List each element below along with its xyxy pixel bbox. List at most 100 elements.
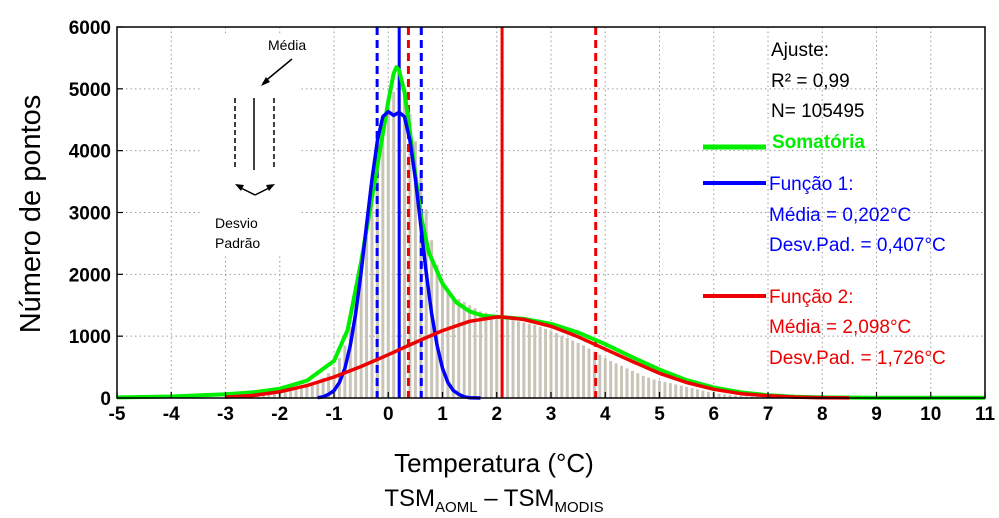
histogram-bar xyxy=(620,365,624,398)
histogram-bar xyxy=(272,393,276,398)
inset-sd-arrowhead-left xyxy=(235,184,244,191)
histogram-bar xyxy=(565,338,569,398)
series-line xyxy=(317,109,481,400)
sublabel-base-1: TSM xyxy=(384,485,435,512)
sublabel-dash: – xyxy=(478,485,504,512)
series-line xyxy=(225,315,850,400)
legend-label-f1: Função 1: xyxy=(769,174,854,195)
x-axis-sublabel: TSMAOML – TSMMODIS xyxy=(384,485,603,516)
legend-label-f2: Função 2: xyxy=(769,287,854,308)
y-tick-label: 6000 xyxy=(69,18,111,39)
histogram-bar xyxy=(538,326,542,398)
histogram-bar xyxy=(408,113,412,399)
histogram-bar xyxy=(544,328,548,398)
histogram-bar xyxy=(652,379,656,398)
histogram-bar xyxy=(478,311,482,398)
histogram-bar xyxy=(695,389,699,398)
histogram-bar xyxy=(522,322,526,398)
x-tick-label: -4 xyxy=(163,404,180,425)
histogram-bar xyxy=(598,354,602,398)
histogram-bar xyxy=(441,283,444,398)
histogram-bar xyxy=(462,302,466,398)
x-tick-label: 0 xyxy=(383,404,394,425)
histogram-bar xyxy=(706,391,710,398)
histogram-bar xyxy=(549,330,553,398)
x-tick-label: 11 xyxy=(975,404,996,425)
x-tick-label: 2 xyxy=(491,404,502,425)
histogram-bar xyxy=(668,383,672,398)
y-tick-label: 3000 xyxy=(69,204,111,225)
histogram-bar xyxy=(641,375,645,398)
y-axis-label: Número de pontos xyxy=(15,95,47,334)
histogram-bar xyxy=(473,308,477,398)
legend-f2-sd: Desv.Pad. = 1,726°C xyxy=(769,348,946,369)
fit-n: N= 105495 xyxy=(771,101,865,122)
inset-sd-label-1: Desvio xyxy=(215,215,258,231)
x-tick-label: 6 xyxy=(708,404,719,425)
series-lines xyxy=(116,65,985,400)
histogram-bar xyxy=(582,345,586,398)
x-tick-label: 3 xyxy=(546,404,557,425)
x-tick-label: 5 xyxy=(654,404,665,425)
histogram-bar xyxy=(658,380,661,398)
histogram-bar xyxy=(489,314,493,398)
histogram-bar xyxy=(484,312,488,398)
histogram-bar xyxy=(685,386,689,398)
histogram-bar xyxy=(506,318,510,398)
histogram-bar xyxy=(354,302,358,398)
fit-title: Ajuste: xyxy=(771,40,829,61)
histogram-bar xyxy=(359,274,363,398)
histogram-bar xyxy=(267,393,271,398)
y-tick-label: 4000 xyxy=(69,142,111,163)
histogram-bar xyxy=(603,357,607,398)
y-tick-label: 1000 xyxy=(69,327,111,348)
x-axis-label: Temperatura (°C) xyxy=(394,448,594,478)
histogram-bar xyxy=(679,385,683,398)
x-tick-label: 1 xyxy=(437,404,448,425)
fit-annotation: Ajuste: R² = 0,99 N= 105495 xyxy=(771,40,865,122)
histogram-bar xyxy=(744,396,748,398)
histogram-bar xyxy=(625,368,629,398)
histogram-bar xyxy=(446,292,450,398)
histogram-bar xyxy=(701,390,705,398)
histogram-bar xyxy=(348,326,352,398)
histogram-bar xyxy=(403,95,407,399)
histogram-bar xyxy=(717,393,721,398)
histogram-bar xyxy=(310,383,314,398)
histogram-bar xyxy=(723,394,727,398)
histogram-bar xyxy=(560,335,564,398)
histogram-bar xyxy=(495,316,499,398)
histogram-bar xyxy=(451,295,455,398)
histogram-bar xyxy=(576,342,580,398)
histogram-bar xyxy=(370,200,374,398)
histogram-bar xyxy=(533,325,537,398)
histogram-bar xyxy=(647,377,651,398)
histogram xyxy=(251,85,770,399)
histogram-bar xyxy=(386,107,390,398)
histogram-bar xyxy=(674,384,678,398)
inset-sd-arrowhead-right xyxy=(266,184,275,191)
x-tick-label: 9 xyxy=(871,404,882,425)
x-tick-label: 8 xyxy=(817,404,828,425)
inset-schematic: Média Desvio Padrão xyxy=(200,36,306,256)
y-tick-label: 2000 xyxy=(69,265,111,286)
histogram-bar xyxy=(630,370,634,398)
inset-background xyxy=(200,36,300,256)
legend-f1-mean: Média = 0,202°C xyxy=(769,205,911,226)
x-tick-label: -2 xyxy=(271,404,288,425)
x-tick-label: 4 xyxy=(600,404,611,425)
fit-r2: R² = 0,99 xyxy=(771,71,850,92)
histogram-bar xyxy=(419,172,423,398)
histogram-bar xyxy=(283,391,287,398)
histogram-bar xyxy=(592,351,596,398)
series-line xyxy=(116,65,985,400)
inset-mean-arrow xyxy=(262,58,293,84)
histogram-bar xyxy=(690,388,694,398)
x-tick-label: 10 xyxy=(920,404,941,425)
histogram-bar xyxy=(332,367,336,398)
histogram-bar xyxy=(413,141,417,398)
histogram-bar xyxy=(527,323,531,398)
histogram-bar xyxy=(571,340,575,398)
histogram-bar xyxy=(614,363,618,398)
